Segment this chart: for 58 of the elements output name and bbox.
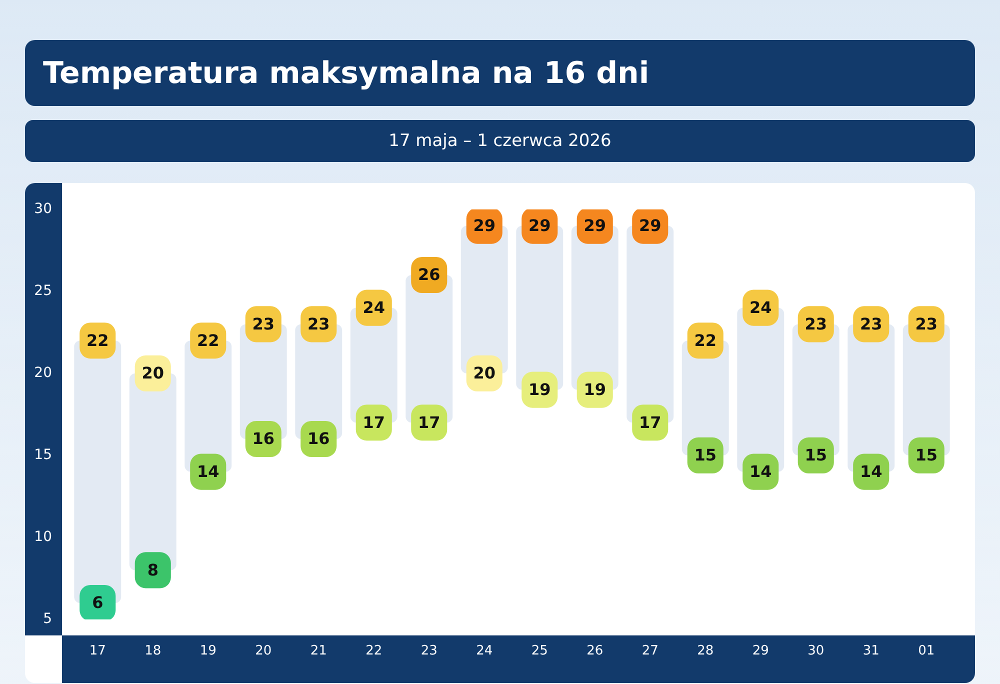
- data-label: 15: [804, 446, 828, 465]
- y-tick-label: 30: [34, 201, 52, 218]
- data-label: 15: [915, 446, 938, 465]
- x-tick-label: 26: [586, 644, 604, 659]
- x-tick-label: 27: [642, 644, 658, 659]
- x-tick-label: 19: [200, 644, 216, 659]
- x-tick-label: 21: [310, 644, 327, 659]
- data-label: 23: [307, 314, 330, 334]
- data-label: 22: [196, 330, 220, 350]
- data-label: 14: [196, 462, 220, 481]
- data-label: 14: [749, 462, 772, 481]
- point: [80, 584, 116, 620]
- data-label: 16: [252, 429, 275, 448]
- data-label: 23: [860, 314, 882, 334]
- x-tick-label: 01: [918, 644, 935, 659]
- data-label: 8: [147, 560, 158, 580]
- data-label: 16: [307, 429, 330, 448]
- x-tick-label: 18: [144, 644, 162, 659]
- x-tick-label: 29: [752, 644, 769, 659]
- data-label: 20: [473, 364, 496, 383]
- data-label: 15: [694, 446, 717, 465]
- chart-title: Temperatura maksymalna na 16 dni: [25, 40, 975, 106]
- data-label: 17: [638, 412, 662, 432]
- data-label: 29: [584, 216, 606, 235]
- data-label: 29: [638, 216, 662, 235]
- data-label: 29: [473, 216, 496, 235]
- data-label: 14: [860, 462, 882, 481]
- data-label: 23: [252, 314, 275, 334]
- x-tick-label: 28: [697, 644, 714, 659]
- data-label: 19: [528, 380, 551, 399]
- data-label: 17: [362, 412, 386, 432]
- data-label: 23: [804, 314, 828, 334]
- data-label: 22: [694, 330, 717, 350]
- x-tick-label: 24: [476, 644, 493, 659]
- data-label: 19: [584, 380, 606, 399]
- data-label: 26: [418, 265, 440, 284]
- data-label: 29: [528, 216, 551, 235]
- x-tick-label: 22: [366, 644, 382, 659]
- data-label: 20: [142, 364, 164, 383]
- data-label: 17: [418, 412, 440, 432]
- y-tick-label: 10: [34, 529, 52, 546]
- x-tick-label: 23: [420, 644, 438, 659]
- x-tick-label: 31: [862, 644, 880, 659]
- y-tick-label: 15: [34, 447, 52, 464]
- y-tick-label: 5: [43, 611, 52, 628]
- x-tick-label: 30: [808, 644, 824, 659]
- data-label: 24: [362, 298, 386, 317]
- y-tick-label: 20: [34, 365, 52, 382]
- data-label: 23: [915, 314, 938, 334]
- y-tick-label: 25: [34, 283, 52, 300]
- point: [134, 552, 171, 588]
- x-tick-label: 25: [531, 644, 548, 659]
- data-label: 22: [86, 330, 109, 350]
- data-label: 6: [92, 593, 104, 612]
- x-tick-label: 20: [255, 644, 272, 659]
- x-tick-label: 17: [89, 644, 106, 659]
- chart-subtitle: 17 maja – 1 czerwca 2026: [25, 120, 975, 162]
- data-label: 24: [749, 298, 772, 317]
